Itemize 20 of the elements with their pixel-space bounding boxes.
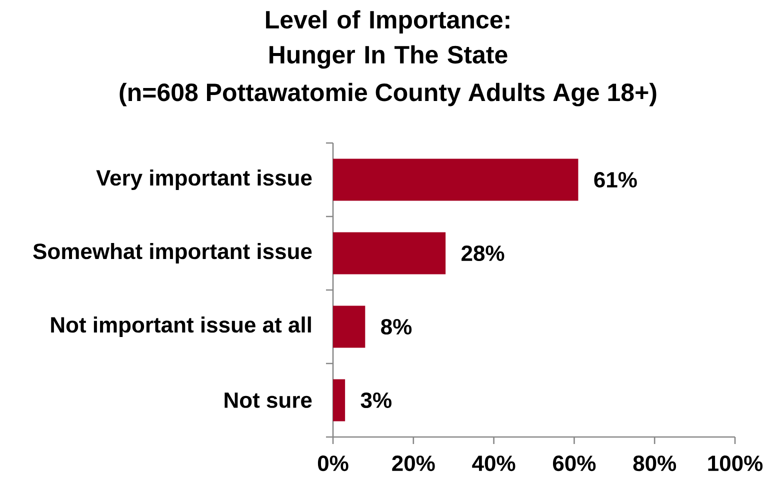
data-label: 61% — [594, 172, 637, 188]
bar — [333, 379, 346, 422]
chart-title: Level of Importance: Hunger In The State — [266, 10, 510, 69]
x-tick-label: 100% — [708, 456, 763, 472]
y-tick-label: Not important issue at all — [51, 316, 311, 338]
x-tick-label: 20% — [392, 456, 435, 472]
bar — [333, 306, 366, 348]
bar — [333, 158, 578, 201]
x-tick-label: 60% — [552, 456, 596, 472]
y-tick-label: Very important issue — [96, 169, 312, 190]
data-label: 28% — [462, 245, 504, 262]
x-tick-label: 80% — [633, 456, 676, 472]
bar — [333, 232, 446, 274]
chart-subtitle: (n=608 Pottawatomie County Adults Age 18+) — [120, 82, 656, 106]
data-label: 3% — [360, 392, 392, 408]
x-tick-label: 0% — [318, 456, 348, 472]
y-tick-label: Not sure — [224, 392, 312, 408]
x-tick-label: 40% — [472, 456, 516, 472]
data-label: 8% — [381, 318, 412, 335]
y-tick-label: Somewhat important issue — [33, 242, 312, 264]
